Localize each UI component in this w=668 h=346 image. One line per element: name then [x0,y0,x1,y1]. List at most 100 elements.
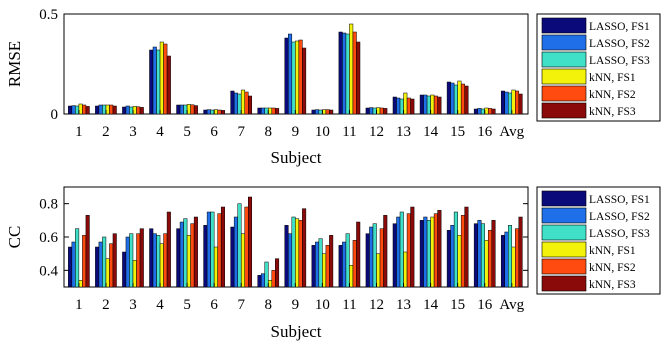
bar [477,108,482,115]
bar [453,211,458,288]
bar [288,233,293,288]
y-tick-label: 0.8 [39,197,58,213]
bar [484,107,489,115]
bar [268,280,273,288]
bar [102,104,107,115]
x-tick-label: 15 [450,124,465,140]
legend-swatch [541,258,587,275]
bar [112,105,117,115]
bar [518,216,523,288]
bar [183,218,188,288]
bar [450,82,455,115]
bar [419,220,424,288]
bar [193,216,198,288]
bar [318,109,323,115]
bar [302,47,307,115]
bar [433,95,438,115]
bar [183,104,188,115]
bar [508,92,513,115]
x-tick-label: 13 [396,124,411,140]
bar [515,228,520,288]
bar [220,110,225,115]
bar [298,220,303,288]
x-tick-label: 8 [265,124,273,140]
bar [338,31,343,115]
bar [460,215,465,288]
bar [244,206,249,288]
y-tick-label: 0.6 [39,230,58,246]
bar [322,109,327,115]
x-tick-label: 7 [237,297,245,313]
bar [139,228,144,288]
bar [500,90,505,115]
bar [342,32,347,115]
bar [352,240,357,288]
legend-entry: kNN, FS3 [589,106,636,118]
bar [102,236,107,288]
bar [437,210,442,288]
x-tick-label: 5 [183,297,191,313]
bar [71,105,76,115]
bar [213,246,218,288]
x-tick-label: 4 [156,297,164,313]
bar [190,223,195,288]
bar [244,91,249,115]
x-tick-label: 10 [315,297,330,313]
bar [315,241,320,288]
legend-entry: LASSO, FS3 [589,228,650,240]
bar [75,228,80,288]
bar [508,225,513,288]
bar [179,221,184,288]
bar [291,41,296,115]
bar [423,216,428,288]
bar [349,265,354,288]
x-tick-label: 3 [129,124,137,140]
bar [109,243,114,288]
bar [376,253,381,288]
bar [433,213,438,288]
bar [356,221,361,288]
bar [450,225,455,288]
bar [166,211,171,288]
x-tick-label: 10 [315,124,330,140]
bar [392,96,397,115]
bar [322,253,327,288]
bar [163,233,168,288]
bar [78,280,83,288]
bar [176,104,181,115]
legend-swatch [541,241,587,258]
bar [399,98,404,115]
bar [190,104,195,115]
x-tick-label: 5 [183,124,191,140]
bar [271,270,276,288]
x-tick-label: 4 [156,124,164,140]
x-tick-label: 14 [423,124,439,140]
bar [156,235,161,288]
bar [491,220,496,288]
legend-entry: kNN, FS2 [589,89,636,101]
bar [372,223,377,288]
bar [210,109,215,115]
bar [315,109,320,115]
bar [491,108,496,115]
bar [125,236,130,288]
x-tick-label: 1 [75,297,83,313]
bar [480,223,485,288]
bar [329,235,334,288]
bar [275,258,280,288]
bar [176,228,181,288]
legend-swatch [541,85,587,102]
bar [484,240,489,288]
legend-entry: LASSO, FS1 [589,21,650,33]
bar [518,93,523,115]
bar [318,238,323,288]
x-tick-label: 2 [102,297,110,313]
bar [365,107,370,115]
bar [338,245,343,288]
bar [82,235,87,288]
bar [179,104,184,115]
bar [237,93,242,115]
bar [396,97,401,115]
bar [430,216,435,288]
